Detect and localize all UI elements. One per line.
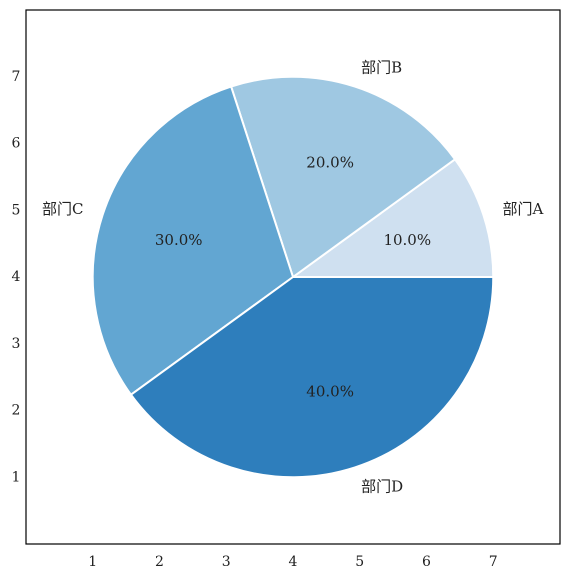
y-tick-label: 1 bbox=[12, 469, 21, 485]
pct-label-1: 10.0% bbox=[383, 231, 431, 249]
y-tick-label: 2 bbox=[12, 403, 21, 419]
y-tick-label: 4 bbox=[12, 269, 21, 285]
x-tick-label: 6 bbox=[422, 554, 431, 570]
plot-frame bbox=[25, 9, 561, 545]
x-tick-label: 7 bbox=[489, 554, 498, 570]
ticks-layer: 1 2 3 4 5 6 7 1 2 3 4 5 6 7 bbox=[12, 69, 498, 570]
x-tick-label: 3 bbox=[222, 554, 231, 570]
pct-label-2: 20.0% bbox=[306, 154, 354, 172]
pie-slice-1 bbox=[289, 157, 495, 278]
labels-layer: 10.0% 部门A 20.0% 部门B 30.0% 部门C 40.0% 部门D bbox=[42, 59, 543, 496]
x-tick-label: 1 bbox=[88, 554, 97, 570]
category-label-4: 部门D bbox=[361, 477, 403, 495]
category-label-2: 部门B bbox=[361, 59, 402, 77]
x-tick-label: 4 bbox=[289, 554, 298, 570]
pie-slice-2 bbox=[229, 75, 457, 279]
pct-label-4: 40.0% bbox=[306, 382, 354, 400]
wedges-layer bbox=[91, 75, 495, 479]
pct-label-3: 30.0% bbox=[155, 231, 203, 249]
y-tick-label: 6 bbox=[12, 136, 21, 152]
pie-slice-3 bbox=[91, 85, 295, 397]
x-tick-label: 5 bbox=[355, 554, 364, 570]
y-tick-label: 5 bbox=[12, 202, 21, 218]
category-label-3: 部门C bbox=[42, 200, 83, 218]
x-tick-label: 2 bbox=[155, 554, 164, 570]
y-tick-label: 7 bbox=[12, 69, 21, 85]
y-tick-label: 3 bbox=[12, 336, 21, 352]
pie-slice-4 bbox=[129, 276, 495, 479]
category-label-1: 部门A bbox=[502, 200, 543, 218]
